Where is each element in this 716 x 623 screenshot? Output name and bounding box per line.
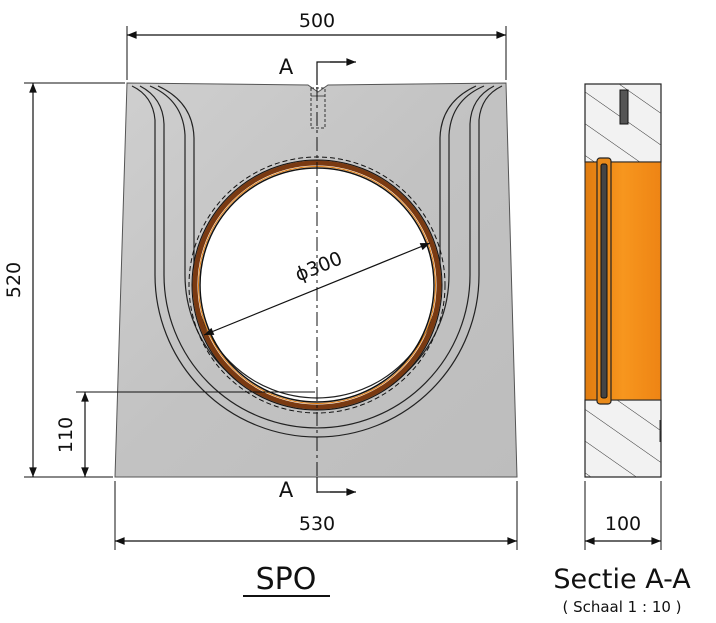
front-view-title: SPO [256,562,317,597]
dim-top-width-label: 500 [299,10,335,32]
concrete-body [114,82,518,478]
section-marker-top: A [279,55,356,85]
dim-height [24,82,125,478]
diameter-dim-line [203,242,431,336]
dim-section-thickness-label: 100 [605,513,641,535]
section-view: 100 Sectie A-A ( Schaal 1 : 10 ) [553,83,691,616]
dim-invert [76,391,315,477]
section-title: Sectie A-A [553,564,691,595]
section-mark-bottom: A [279,478,294,502]
section-notch [619,89,629,125]
dim-bottom-width-label: 530 [299,513,335,535]
section-marker-bottom: A [279,477,356,502]
dim-bottom-width [114,481,518,550]
section-scale: ( Schaal 1 : 10 ) [562,598,681,616]
dim-section-thickness [584,481,662,550]
dim-top-width [126,26,507,80]
dim-invert-label: 110 [55,417,77,453]
dim-height-label: 520 [3,262,25,298]
front-view: ϕ300 A A 500 520 1 [3,10,518,597]
top-notch [310,87,326,129]
section-mark-top: A [279,55,294,79]
